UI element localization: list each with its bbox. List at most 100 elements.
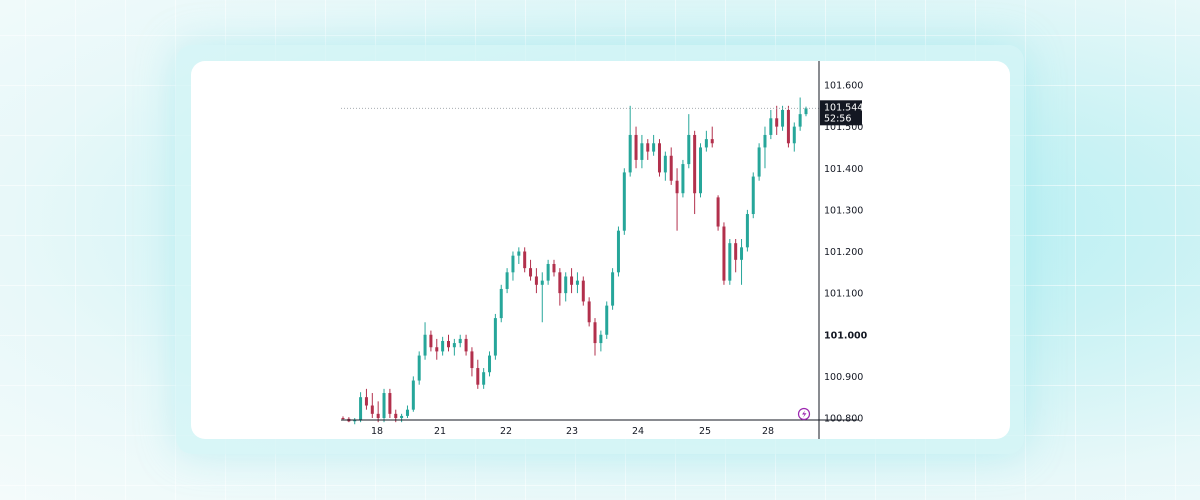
candle [470,347,474,377]
candle [681,159,685,198]
candle [540,272,544,323]
candlestick-chart[interactable]: 101.600 101.500 101.400 101.300 101.200 101.1… [191,61,1010,439]
chart-card: 101.600 101.500 101.400 101.300 101.200 101.1… [191,61,1010,439]
candle [704,130,708,152]
candle [517,247,521,264]
time-tick-label: 28 [762,426,774,437]
candle [511,251,515,281]
candle [552,259,556,277]
candle [370,393,374,418]
candle [400,413,404,423]
time-tick-label: 22 [500,426,512,437]
candle [640,134,644,169]
candle [716,195,720,231]
candle [476,359,480,389]
candle [763,126,767,169]
price-tick-label: 101.200 [824,247,863,258]
candle [786,105,790,148]
candle [634,126,638,169]
candle [757,143,761,181]
candle [769,109,773,140]
last-price-label: 101.544 [824,102,863,113]
candle [341,416,345,421]
candle [745,209,749,252]
candle [446,334,450,352]
price-tick-label: 101.500 [824,122,863,133]
price-tick-label: 101.400 [824,164,863,175]
candle [575,272,579,294]
price-tick-label: 100.800 [824,414,863,425]
time-tick-label: 21 [434,426,446,437]
candle [359,392,363,423]
candle [499,284,503,323]
candle [740,239,744,285]
candle [722,222,726,285]
price-tick-label: 100.900 [824,372,863,383]
candle [798,97,802,131]
candle [382,388,386,423]
candle [388,388,392,418]
candle [364,388,368,410]
candle [458,334,462,348]
candle [699,143,703,198]
candle [411,376,415,412]
flash-icon[interactable] [797,407,811,421]
candle [417,351,421,385]
candle [734,239,738,273]
candles-group [341,97,808,425]
candle [622,168,626,235]
candle [728,239,732,285]
price-tick-label: 101.000 [824,330,868,341]
candle [675,168,679,231]
candle [405,405,409,418]
candle [423,322,427,360]
candle [523,247,527,273]
price-tick-label: 101.600 [824,81,863,92]
candle [493,313,497,360]
candle [593,318,597,356]
candle [376,401,380,423]
candle [652,134,656,156]
candle [570,268,574,294]
candle [781,105,785,131]
time-tick-label: 24 [632,426,644,437]
candle [628,105,632,177]
candle [693,130,697,215]
candle [710,126,714,148]
candle [534,268,538,294]
candle [464,334,468,356]
candle [581,276,585,306]
candle [646,139,650,160]
candle [441,336,445,356]
candle [546,259,550,285]
candle [353,418,357,425]
candle [605,301,609,339]
candle [435,338,439,360]
time-tick-label: 23 [566,426,578,437]
time-tick-label: 18 [371,426,383,437]
last-price-tag-bg [820,100,862,126]
candle [529,259,533,281]
candle [751,172,755,219]
candle [482,368,486,389]
time-axis[interactable]: 18 21 22 23 24 25 28 [371,426,774,437]
candle [657,139,661,177]
candle [488,351,492,377]
countdown-label: 52:56 [824,113,851,124]
candle [505,268,509,294]
candle [611,268,615,310]
candle [663,151,667,181]
candle [558,268,562,306]
candle [599,330,603,352]
price-axis[interactable]: 101.600 101.500 101.400 101.300 101.200 101.1… [824,81,868,425]
candle [587,297,591,327]
candle [429,330,433,352]
candle [775,105,779,135]
price-tick-label: 101.100 [824,289,863,300]
candle [452,338,456,356]
last-price-tag: 101.544 52:56 [820,100,863,126]
candle [564,272,568,302]
candle [792,122,796,152]
candle [616,226,620,277]
candle [669,147,673,185]
